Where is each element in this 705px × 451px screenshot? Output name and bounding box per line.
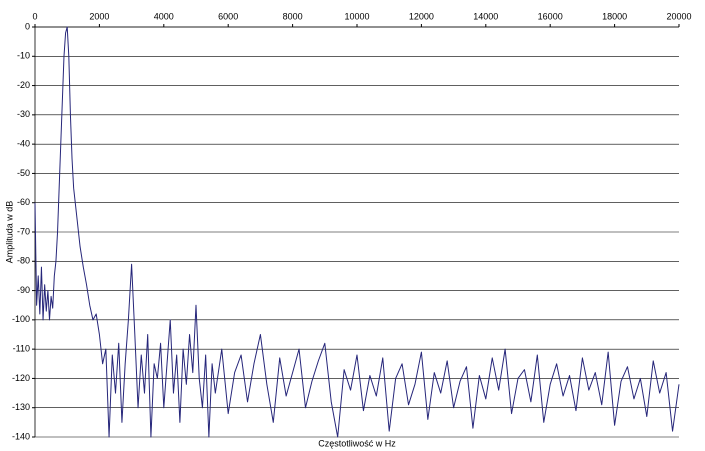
y-tick-label: -100 [12,314,30,324]
y-tick-label: -70 [17,226,30,236]
y-tick-label: -20 [17,80,30,90]
x-tick-label: 2000 [89,11,109,21]
y-tick-label: -80 [17,256,30,266]
x-tick-label: 10000 [344,11,369,21]
x-axis-label: Częstotliwość w Hz [318,438,396,448]
x-tick-label: 8000 [283,11,303,21]
x-tick-label: 6000 [218,11,238,21]
x-tick-label: 0 [32,11,37,21]
y-tick-label: -110 [13,344,30,354]
x-tick-label: 4000 [154,11,174,21]
y-tick-label: -120 [12,373,30,383]
x-tick-label: 14000 [473,11,498,21]
y-tick-label: -40 [17,139,30,149]
y-tick-label: 0 [25,21,30,31]
y-tick-label: -130 [12,402,30,412]
y-axis-label: Amplituda w dB [4,201,14,264]
y-tick-label: -60 [17,197,30,207]
y-tick-label: -140 [12,431,30,441]
x-tick-label: 16000 [538,11,563,21]
y-tick-label: -10 [17,51,30,61]
x-tick-label: 18000 [602,11,627,21]
y-tick-label: -90 [17,285,30,295]
y-tick-label: -30 [17,109,30,119]
y-tick-label: -50 [17,168,30,178]
x-tick-label: 20000 [666,11,691,21]
spectrum-line [34,26,680,438]
x-tick-label: 12000 [409,11,434,21]
